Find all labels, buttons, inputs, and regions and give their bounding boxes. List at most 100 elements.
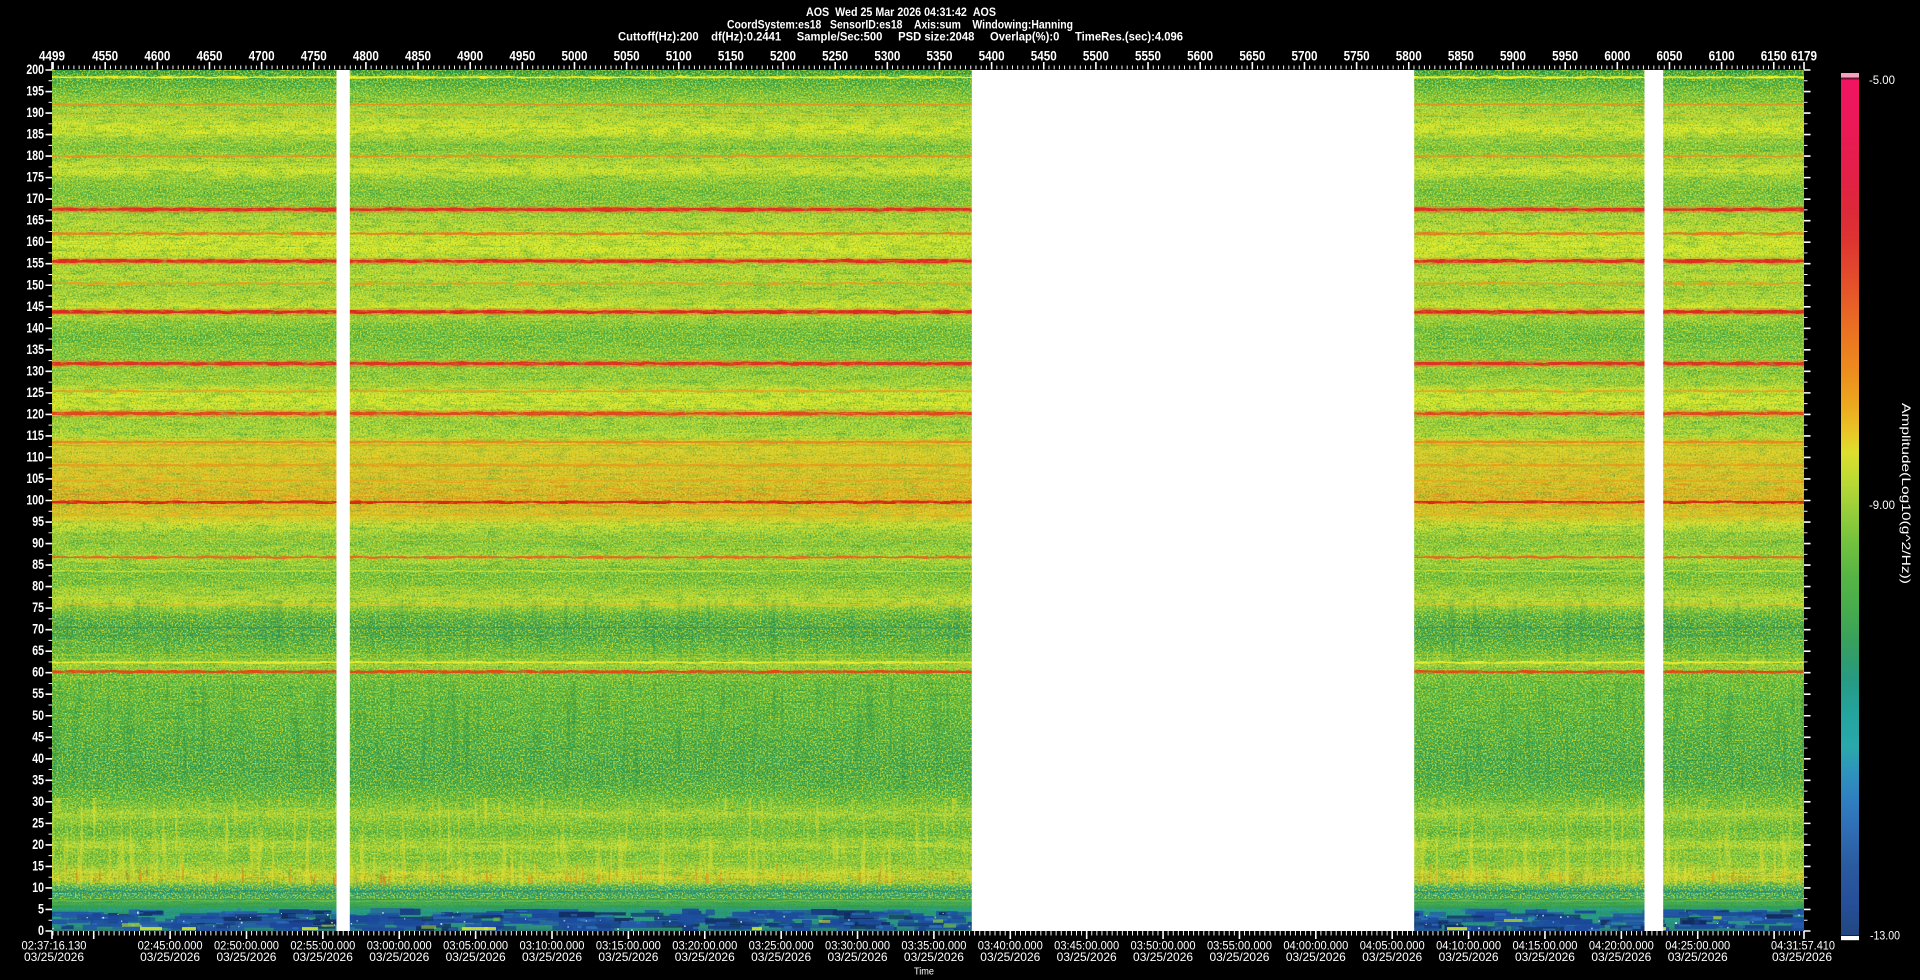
svg-text:90: 90 <box>32 535 44 551</box>
svg-text:03/25/2026: 03/25/2026 <box>369 950 429 964</box>
svg-text:100: 100 <box>26 492 44 508</box>
svg-text:150: 150 <box>26 276 44 292</box>
svg-text:155: 155 <box>26 255 44 271</box>
svg-text:130: 130 <box>26 362 44 378</box>
svg-text:5800: 5800 <box>1396 48 1422 64</box>
svg-text:Amplitude(Log10(g^2/Hz)): Amplitude(Log10(g^2/Hz)) <box>1899 403 1913 584</box>
svg-text:5200: 5200 <box>770 48 796 64</box>
svg-text:5150: 5150 <box>718 48 744 64</box>
svg-text:AOS Wed 25 Mar 2026 04:31:42: AOS Wed 25 Mar 2026 04:31:42 AOS <box>806 5 996 19</box>
svg-text:03/25/2026: 03/25/2026 <box>1591 950 1651 964</box>
svg-text:175: 175 <box>26 169 44 185</box>
svg-text:125: 125 <box>26 384 44 400</box>
svg-text:180: 180 <box>26 147 44 163</box>
svg-text:04:20:00.000: 04:20:00.000 <box>1589 939 1654 953</box>
svg-text:03/25/2026: 03/25/2026 <box>1362 950 1422 964</box>
svg-text:02:55:00.000: 02:55:00.000 <box>290 939 355 953</box>
svg-text:03:00:00.000: 03:00:00.000 <box>367 939 432 953</box>
svg-text:190: 190 <box>26 104 44 120</box>
svg-text:75: 75 <box>32 599 44 615</box>
svg-text:5000: 5000 <box>561 48 587 64</box>
svg-text:03:15:00.000: 03:15:00.000 <box>596 939 661 953</box>
svg-text:03/25/2026: 03/25/2026 <box>522 950 582 964</box>
svg-text:170: 170 <box>26 190 44 206</box>
svg-text:03/25/2026: 03/25/2026 <box>293 950 353 964</box>
svg-text:5750: 5750 <box>1344 48 1370 64</box>
svg-text:04:05:00.000: 04:05:00.000 <box>1360 939 1425 953</box>
svg-text:03/25/2026: 03/25/2026 <box>1057 950 1117 964</box>
svg-text:5600: 5600 <box>1187 48 1213 64</box>
svg-text:5450: 5450 <box>1031 48 1057 64</box>
svg-text:200: 200 <box>26 61 44 77</box>
svg-text:5350: 5350 <box>926 48 952 64</box>
svg-text:4499: 4499 <box>39 48 65 64</box>
svg-text:35: 35 <box>32 771 44 787</box>
svg-text:65: 65 <box>32 642 44 658</box>
svg-text:195: 195 <box>26 83 44 99</box>
svg-text:Time: Time <box>914 966 934 978</box>
svg-text:02:50:00.000: 02:50:00.000 <box>214 939 279 953</box>
svg-text:03:10:00.000: 03:10:00.000 <box>520 939 585 953</box>
svg-text:110: 110 <box>26 448 44 464</box>
svg-text:04:31:57.410: 04:31:57.410 <box>1771 939 1835 953</box>
svg-text:Cuttoff(Hz):200 df(Hz):0.24: Cuttoff(Hz):200 df(Hz):0.2441 Sample/Sec… <box>618 30 1183 44</box>
svg-text:02:45:00.000: 02:45:00.000 <box>138 939 203 953</box>
svg-text:40: 40 <box>32 750 44 766</box>
svg-text:03:55:00.000: 03:55:00.000 <box>1207 939 1272 953</box>
svg-text:5050: 5050 <box>614 48 640 64</box>
svg-text:03/25/2026: 03/25/2026 <box>828 950 888 964</box>
svg-text:70: 70 <box>32 621 44 637</box>
svg-text:5850: 5850 <box>1448 48 1474 64</box>
svg-text:5: 5 <box>38 900 44 916</box>
svg-text:4650: 4650 <box>196 48 222 64</box>
svg-text:140: 140 <box>26 319 44 335</box>
svg-text:4900: 4900 <box>457 48 483 64</box>
svg-text:0: 0 <box>38 922 44 938</box>
svg-text:-9.00: -9.00 <box>1869 500 1895 512</box>
svg-text:03/25/2026: 03/25/2026 <box>675 950 735 964</box>
svg-text:4750: 4750 <box>301 48 327 64</box>
svg-text:5300: 5300 <box>874 48 900 64</box>
svg-text:5950: 5950 <box>1552 48 1578 64</box>
svg-text:5650: 5650 <box>1239 48 1265 64</box>
svg-text:6000: 6000 <box>1604 48 1630 64</box>
svg-text:03/25/2026: 03/25/2026 <box>1209 950 1269 964</box>
svg-text:03/25/2026: 03/25/2026 <box>904 950 964 964</box>
svg-text:03/25/2026: 03/25/2026 <box>1515 950 1575 964</box>
svg-text:50: 50 <box>32 707 44 723</box>
svg-text:20: 20 <box>32 836 44 852</box>
svg-text:6100: 6100 <box>1709 48 1735 64</box>
svg-text:03/25/2026: 03/25/2026 <box>751 950 811 964</box>
svg-text:25: 25 <box>32 814 44 830</box>
svg-text:120: 120 <box>26 405 44 421</box>
svg-text:03/25/2026: 03/25/2026 <box>598 950 658 964</box>
svg-text:145: 145 <box>26 298 44 314</box>
svg-text:03:05:00.000: 03:05:00.000 <box>443 939 508 953</box>
svg-text:04:25:00.000: 04:25:00.000 <box>1665 939 1730 953</box>
svg-text:95: 95 <box>32 513 44 529</box>
svg-text:105: 105 <box>26 470 44 486</box>
svg-text:4700: 4700 <box>249 48 275 64</box>
svg-text:5700: 5700 <box>1291 48 1317 64</box>
svg-text:03/25/2026: 03/25/2026 <box>216 950 276 964</box>
svg-text:80: 80 <box>32 578 44 594</box>
svg-text:03:50:00.000: 03:50:00.000 <box>1131 939 1196 953</box>
svg-text:03/25/2026: 03/25/2026 <box>1772 950 1832 964</box>
svg-text:5900: 5900 <box>1500 48 1526 64</box>
svg-text:85: 85 <box>32 556 44 572</box>
svg-text:03:25:00.000: 03:25:00.000 <box>749 939 814 953</box>
svg-text:03:35:00.000: 03:35:00.000 <box>901 939 966 953</box>
svg-text:03/25/2026: 03/25/2026 <box>980 950 1040 964</box>
svg-text:160: 160 <box>26 233 44 249</box>
svg-text:04:00:00.000: 04:00:00.000 <box>1283 939 1348 953</box>
svg-text:30: 30 <box>32 793 44 809</box>
svg-text:185: 185 <box>26 126 44 142</box>
svg-text:03/25/2026: 03/25/2026 <box>446 950 506 964</box>
svg-text:6179: 6179 <box>1791 48 1817 64</box>
svg-text:02:37:16.130: 02:37:16.130 <box>22 939 87 953</box>
svg-text:5250: 5250 <box>822 48 848 64</box>
svg-text:03:20:00.000: 03:20:00.000 <box>672 939 737 953</box>
svg-text:165: 165 <box>26 212 44 228</box>
svg-text:5100: 5100 <box>666 48 692 64</box>
svg-text:5400: 5400 <box>979 48 1005 64</box>
